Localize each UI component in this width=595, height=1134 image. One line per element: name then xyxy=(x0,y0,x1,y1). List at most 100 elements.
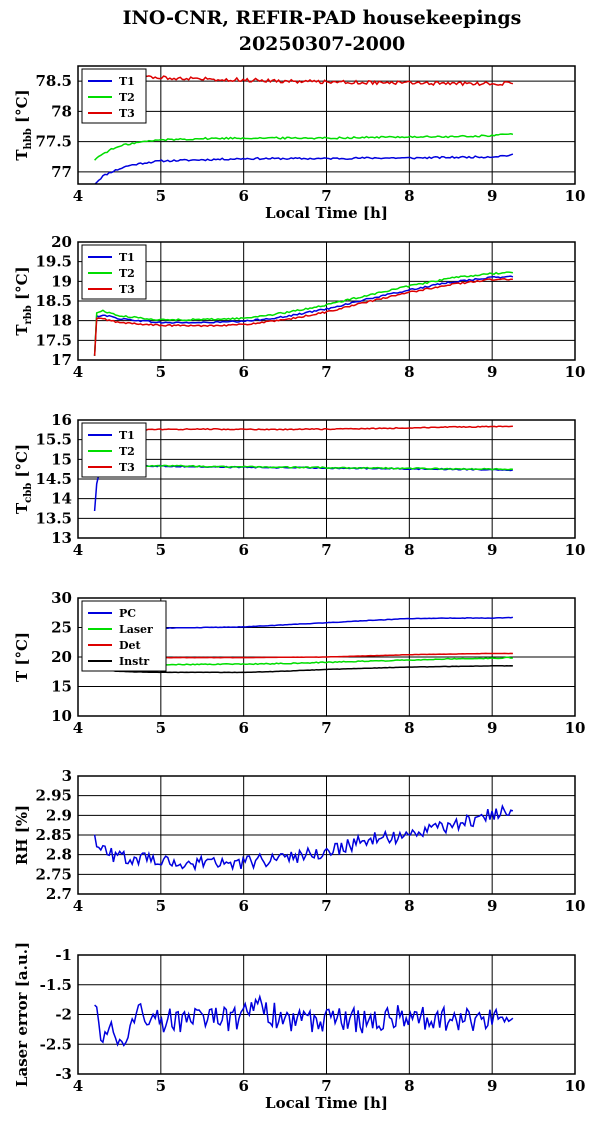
y-tick-label: 77.5 xyxy=(35,133,72,151)
y-tick-label: 78 xyxy=(51,102,72,120)
x-tick-label: 5 xyxy=(156,363,166,381)
figure-title-line2: 20250307-2000 xyxy=(239,33,406,55)
legend-label: PC xyxy=(119,607,136,620)
x-tick-label: 5 xyxy=(156,541,166,559)
y-axis-label: Tcbb [°C] xyxy=(13,444,34,514)
series-line-t1 xyxy=(93,275,514,356)
x-tick-label: 4 xyxy=(73,187,83,205)
y-tick-label: 2.9 xyxy=(46,806,72,824)
series-group xyxy=(94,993,514,1047)
y-tick-label: 15 xyxy=(51,678,72,696)
x-tick-label: 5 xyxy=(156,897,166,915)
x-tick-label: 10 xyxy=(565,897,586,915)
x-tick-label: 5 xyxy=(156,719,166,737)
y-tick-label: 20 xyxy=(51,233,72,251)
y-tick-label: 20 xyxy=(51,648,72,666)
x-tick-label: 10 xyxy=(565,1077,586,1095)
x-tick-label: 5 xyxy=(156,187,166,205)
legend-label: T2 xyxy=(119,267,135,280)
x-tick-label: 9 xyxy=(487,1077,497,1095)
series-group xyxy=(93,425,514,512)
figure-title-line1: INO-CNR, REFIR-PAD housekeepings xyxy=(123,7,522,29)
series-line-t3 xyxy=(93,278,513,356)
plot-frame xyxy=(77,65,576,185)
y-tick-label: 18 xyxy=(51,312,72,330)
series-group xyxy=(93,803,514,872)
legend-label: Instr xyxy=(119,655,149,668)
y-tick-label: 18.5 xyxy=(35,292,72,310)
legend-label: Laser xyxy=(119,623,153,636)
x-tick-label: 4 xyxy=(73,363,83,381)
legend-label: Det xyxy=(119,639,142,652)
plot-frame xyxy=(77,419,576,539)
series-line-data xyxy=(94,993,514,1047)
y-tick-label: -1.5 xyxy=(40,976,72,994)
x-tick-label: 6 xyxy=(238,363,248,381)
x-tick-label: 8 xyxy=(404,363,414,381)
x-tick-label: 9 xyxy=(487,541,497,559)
y-tick-label: -3 xyxy=(55,1065,72,1083)
series-line-t3 xyxy=(94,72,514,87)
y-tick-label: 13.5 xyxy=(35,509,72,527)
legend: T1 T2 T3 xyxy=(81,422,147,478)
x-tick-label: 7 xyxy=(321,541,331,559)
x-tick-label: 4 xyxy=(73,541,83,559)
y-tick-label: 17.5 xyxy=(35,331,72,349)
y-tick-label: 15 xyxy=(51,450,72,468)
y-tick-label: 77 xyxy=(51,163,72,181)
x-tick-label: 4 xyxy=(73,897,83,915)
x-axis-label: Local Time [h] xyxy=(265,204,388,222)
y-tick-label: -1 xyxy=(55,946,72,964)
x-tick-label: 7 xyxy=(321,187,331,205)
y-tick-label: 2.7 xyxy=(46,885,72,903)
plot-frame xyxy=(77,597,576,717)
y-tick-label: 25 xyxy=(51,619,72,637)
x-tick-label: 6 xyxy=(238,719,248,737)
y-tick-label: 14 xyxy=(51,490,72,508)
x-tick-label: 7 xyxy=(321,1077,331,1095)
y-axis-label: Thbb [°C] xyxy=(13,89,34,160)
x-tick-label: 6 xyxy=(238,1077,248,1095)
y-tick-label: 2.85 xyxy=(35,826,72,844)
series-line-t1 xyxy=(93,464,514,512)
y-tick-label: 10 xyxy=(51,707,72,725)
legend-label: T1 xyxy=(119,75,135,88)
x-tick-label: 8 xyxy=(404,897,414,915)
legend: PC Laser Det Instr xyxy=(81,600,167,672)
x-tick-label: 8 xyxy=(404,1077,414,1095)
y-tick-label: 15.5 xyxy=(35,431,72,449)
x-tick-label: 10 xyxy=(565,541,586,559)
y-tick-label: 30 xyxy=(51,589,72,607)
y-tick-label: 2.75 xyxy=(35,865,72,883)
series-line-t1 xyxy=(94,153,514,184)
y-tick-label: -2.5 xyxy=(40,1035,72,1053)
x-tick-label: 6 xyxy=(238,541,248,559)
legend-label: T1 xyxy=(119,251,135,264)
legend: T1 T2 T3 xyxy=(81,68,147,124)
y-tick-label: 16 xyxy=(51,411,72,429)
series-group xyxy=(93,271,514,356)
x-tick-label: 7 xyxy=(321,719,331,737)
x-tick-label: 9 xyxy=(487,363,497,381)
plot-frame xyxy=(77,954,576,1075)
y-axis-label: Laser error [a.u.] xyxy=(13,942,31,1087)
series-line-data xyxy=(93,803,514,872)
legend-label: T1 xyxy=(119,429,135,442)
x-tick-label: 9 xyxy=(487,897,497,915)
x-tick-label: 9 xyxy=(487,187,497,205)
series-group xyxy=(94,72,514,184)
legend-label: T3 xyxy=(119,283,135,296)
series-line-t2 xyxy=(93,271,514,356)
x-tick-label: 9 xyxy=(487,719,497,737)
y-axis-label: RH [%] xyxy=(13,805,31,865)
y-tick-label: 14.5 xyxy=(35,470,72,488)
chart-panel-rh: 4 5 6 7 8 9 10 2.7 2.752.8 2.85 2.92.95 3 RH [%] xyxy=(13,767,585,915)
chart-panel-laser: 4 5 6 7 8 9 10 -3 -2.5 -2 -1.5 -1 Local Time [h] Lase… xyxy=(13,942,585,1112)
x-tick-label: 7 xyxy=(321,897,331,915)
y-tick-label: 78.5 xyxy=(35,72,72,90)
x-tick-label: 6 xyxy=(238,897,248,915)
y-tick-label: 19 xyxy=(51,272,72,290)
